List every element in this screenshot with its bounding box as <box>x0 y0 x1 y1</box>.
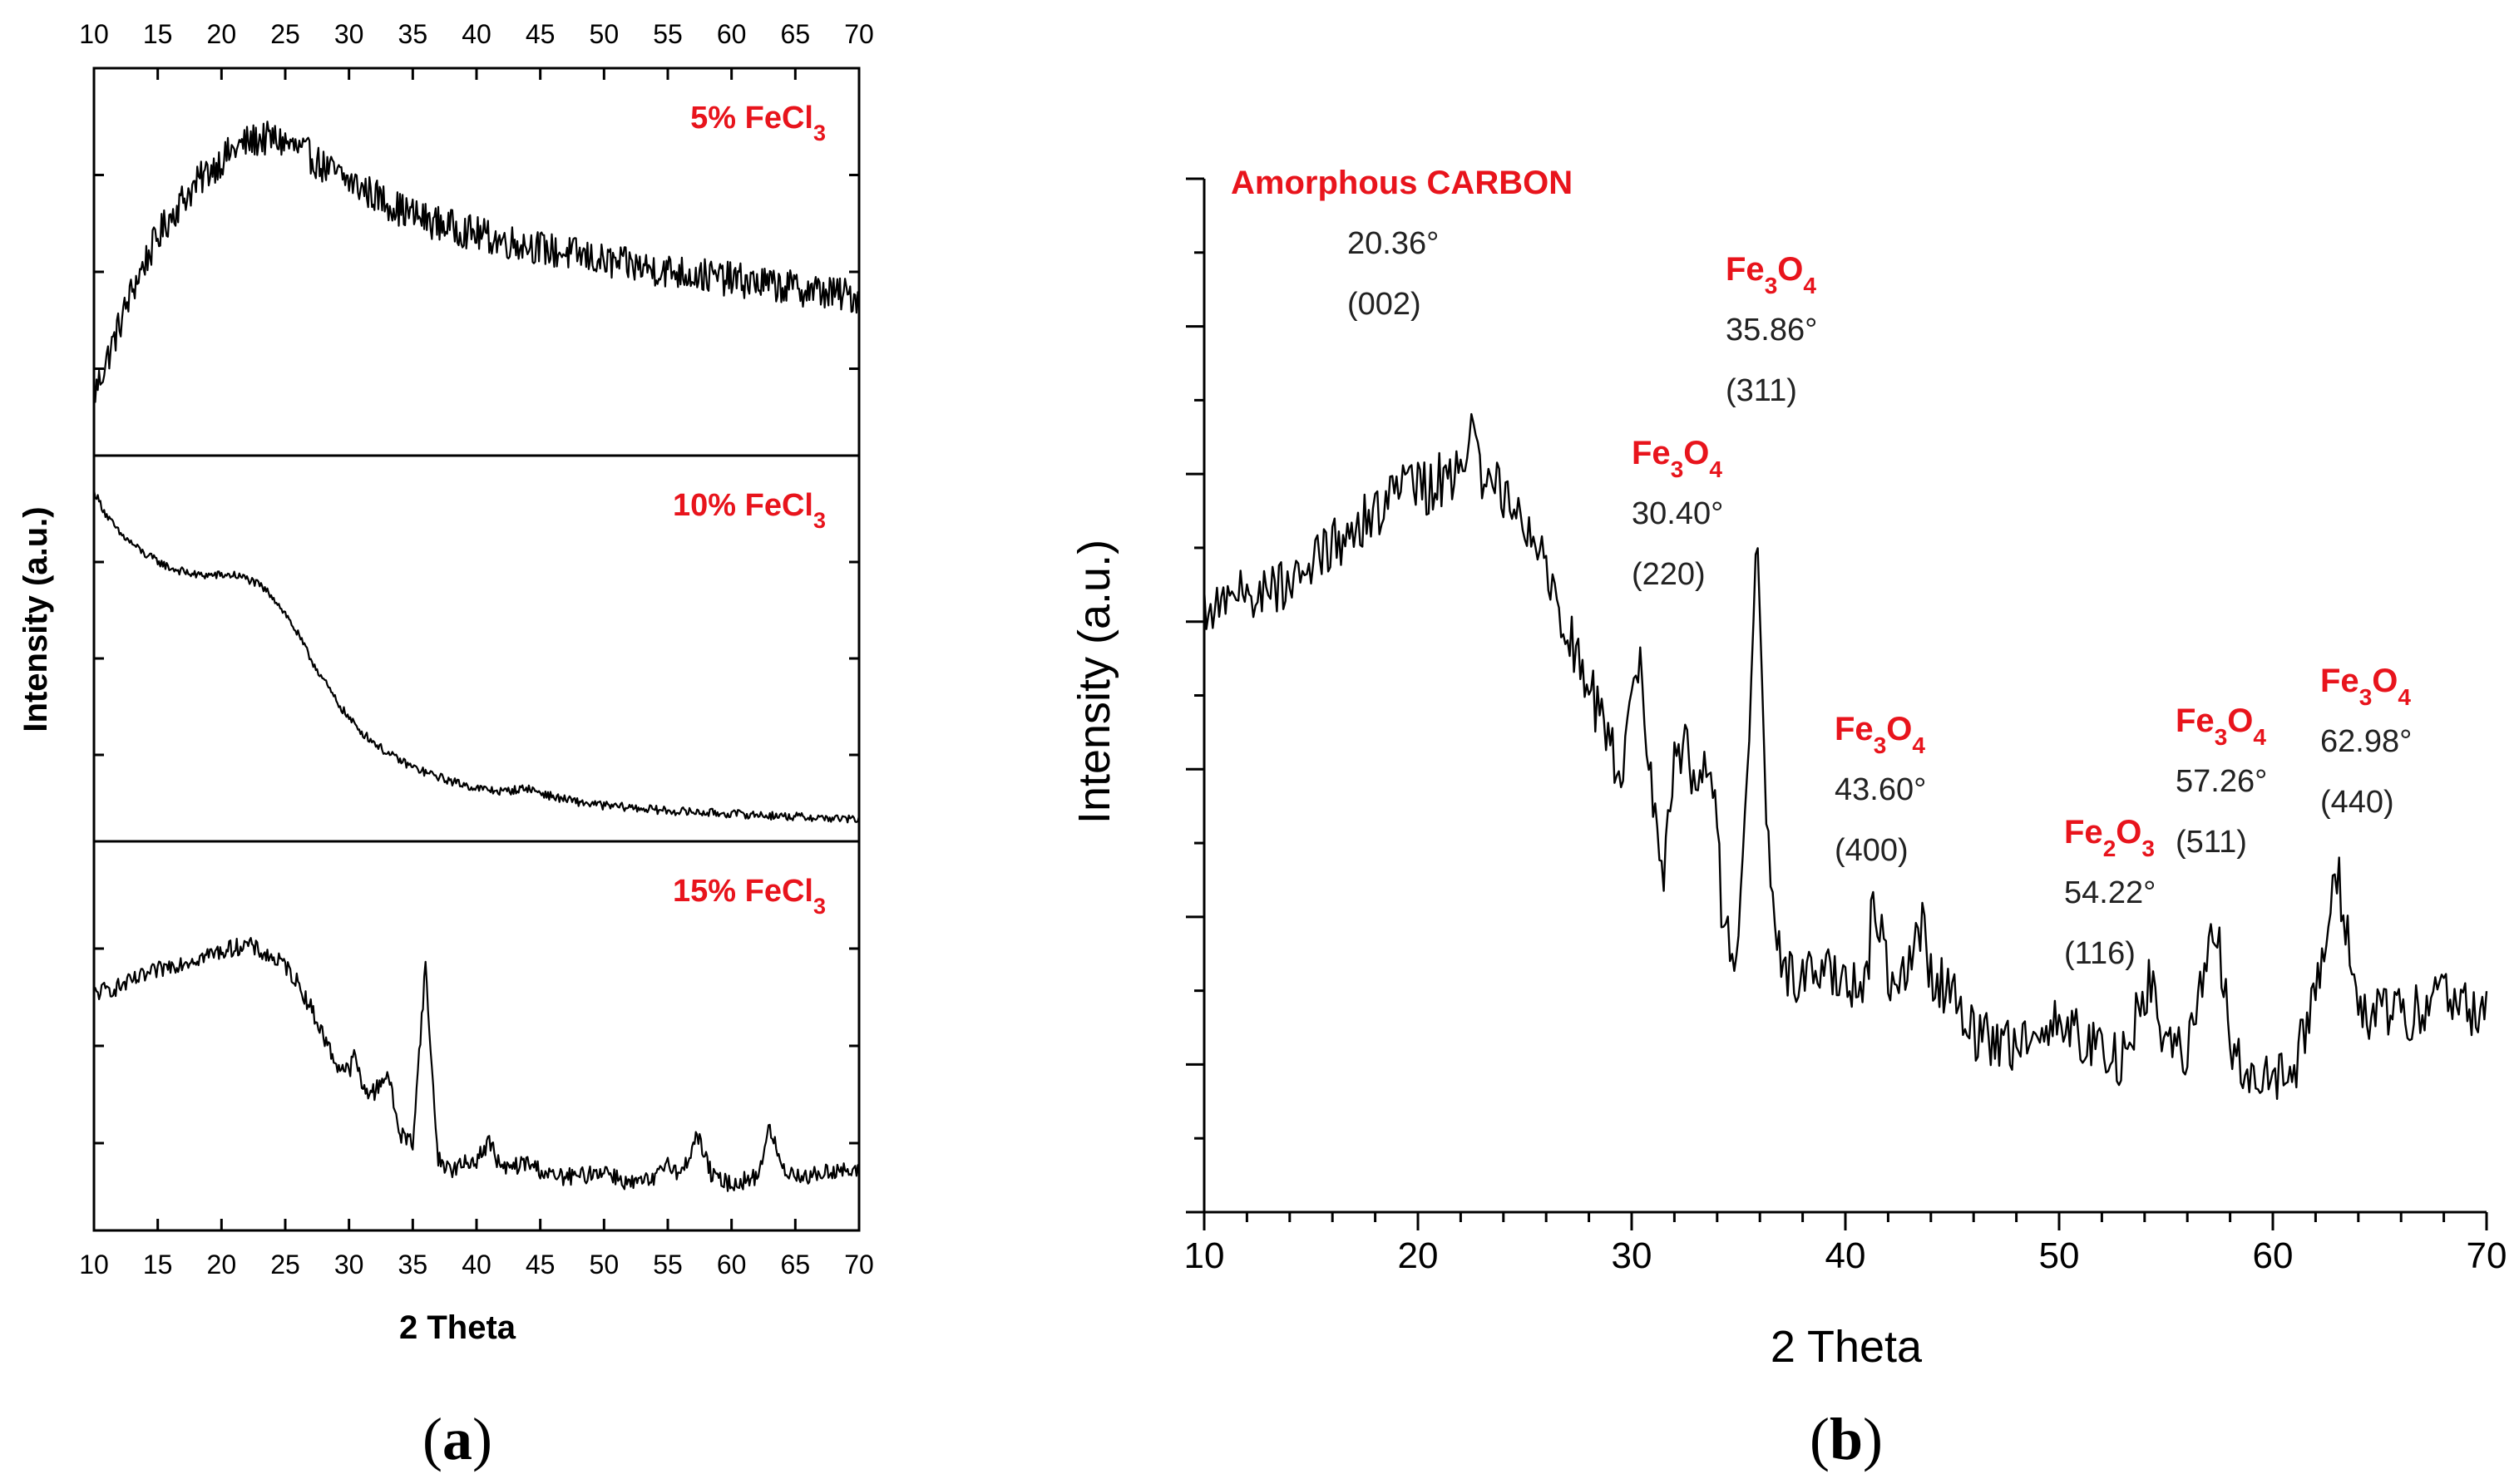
panel-a-top-x-tick-label: 45 <box>526 19 556 49</box>
panel-b-x-axis-label: 2 Theta <box>1771 1322 1923 1372</box>
peak-hkl-label-4: (400) <box>1835 833 1909 868</box>
peak-angle-label-3: 35.86° <box>1726 313 1817 348</box>
panel-a-curves <box>92 121 861 1192</box>
panel-a-labels: 5% FeCl3 10% FeCl3 15% FeCl3 <box>673 101 826 919</box>
panel-a-y-axis-label: Intensity (a.u.) <box>17 506 54 732</box>
peak-angle-label-2: 30.40° <box>1632 496 1723 531</box>
panel-a-bottom-x-tick-label: 15 <box>143 1250 173 1279</box>
panel-a-top-x-tick-label: 65 <box>781 19 811 49</box>
xrd-pattern-line <box>1203 412 2488 1100</box>
peak-phase-label-7: Fe3O4 <box>2320 663 2411 710</box>
peak-hkl-label-6: (511) <box>2176 825 2247 860</box>
panel-a-bottom-x-tick-label: 50 <box>590 1250 620 1279</box>
panel-a-top-x-tick-label: 60 <box>717 19 747 49</box>
panel-a-top-x-tick-label: 25 <box>270 19 300 49</box>
peak-phase-label-4: Fe3O4 <box>1835 711 1925 758</box>
panel-b-x-tick-label: 70 <box>2467 1235 2507 1276</box>
panel-a: 10 10 15 15 20 20 25 25 30 30 35 35 40 40 45 45 50 50 55 55… <box>17 19 874 1472</box>
panel-a-bottom-x-tick-label: 10 <box>79 1250 109 1279</box>
peak-phase-label-2: Fe3O4 <box>1632 435 1722 482</box>
panel-a-bottom-x-tick-label: 45 <box>526 1250 556 1279</box>
panel-a-top-x-tick-label: 70 <box>844 19 874 49</box>
series-line-2 <box>92 489 861 824</box>
panel-b: 10 20 30 40 50 60 70 Amorphous CARBON 20.36° (00… <box>1069 165 2507 1472</box>
panel-a-bottom-x-tick-label: 25 <box>270 1250 300 1279</box>
legend-label-1: 5% FeCl3 <box>690 101 826 145</box>
peak-angle-label-5: 54.22° <box>2064 875 2156 910</box>
panel-b-x-tick-label: 20 <box>1398 1235 1439 1276</box>
peak-angle-label-4: 43.60° <box>1835 772 1926 807</box>
panel-a-top-x-tick-label: 10 <box>79 19 109 49</box>
panel-a-bottom-x-tick-label: 55 <box>653 1250 683 1279</box>
peak-phase-label-3: Fe3O4 <box>1726 251 1816 298</box>
panel-a-bottom-x-tick-label: 20 <box>207 1250 237 1279</box>
series-line-3 <box>93 937 861 1192</box>
peak-phase-label-5: Fe2O3 <box>2064 814 2155 861</box>
panel-b-caption-label: (b) <box>1810 1406 1883 1472</box>
peak-angle-label-7: 62.98° <box>2320 724 2412 759</box>
panel-a-top-x-tick-label: 40 <box>462 19 491 49</box>
peak-hkl-label-1: (002) <box>1347 287 1421 322</box>
panel-a-bottom-x-tick-label: 40 <box>462 1250 491 1279</box>
panel-a-ticks: 10 10 15 15 20 20 25 25 30 30 35 35 40 40 45 45 50 50 55 55… <box>79 19 874 1279</box>
panel-b-x-tick-label: 10 <box>1184 1235 1225 1276</box>
panel-b-axes: 10 20 30 40 50 60 70 <box>1184 177 2507 1276</box>
panel-b-x-tick-label: 30 <box>1612 1235 1652 1276</box>
peak-hkl-label-2: (220) <box>1632 557 1706 592</box>
panel-a-bottom-x-tick-label: 65 <box>781 1250 811 1279</box>
peak-angle-label-6: 57.26° <box>2176 764 2267 799</box>
peak-phase-label-1: Amorphous CARBON <box>1231 165 1573 201</box>
panel-a-caption-label: (a) <box>422 1406 492 1472</box>
panel-a-bottom-x-tick-label: 30 <box>334 1250 364 1279</box>
legend-label-2: 10% FeCl3 <box>673 488 826 533</box>
legend-label-3: 15% FeCl3 <box>673 874 826 919</box>
panel-a-top-x-tick-label: 20 <box>207 19 237 49</box>
panel-a-top-x-tick-label: 50 <box>590 19 620 49</box>
panel-b-x-tick-label: 40 <box>1825 1235 1866 1276</box>
panel-a-x-axis-label: 2 Theta <box>399 1309 516 1346</box>
panel-b-curve <box>1203 412 2488 1100</box>
panel-a-bottom-x-tick-label: 70 <box>844 1250 874 1279</box>
panel-a-top-x-tick-label: 35 <box>398 19 428 49</box>
series-line-1 <box>92 121 861 403</box>
panel-a-top-x-tick-label: 15 <box>143 19 173 49</box>
panel-b-x-tick-label: 50 <box>2039 1235 2080 1276</box>
panel-b-annotations: Amorphous CARBON 20.36° (002) Fe3O4 30.40° (2… <box>1231 165 2412 971</box>
peak-hkl-label-7: (440) <box>2320 785 2394 820</box>
panel-b-x-tick-label: 60 <box>2253 1235 2294 1276</box>
panel-a-top-x-tick-label: 30 <box>334 19 364 49</box>
panel-a-top-x-tick-label: 55 <box>653 19 683 49</box>
panel-b-y-axis-label: Intensity (a.u.) <box>1069 540 1119 824</box>
peak-hkl-label-5: (116) <box>2064 936 2136 971</box>
peak-angle-label-1: 20.36° <box>1347 226 1439 261</box>
panel-a-bottom-x-tick-label: 35 <box>398 1250 428 1279</box>
peak-phase-label-6: Fe3O4 <box>2176 703 2266 750</box>
panel-a-bottom-x-tick-label: 60 <box>717 1250 747 1279</box>
peak-hkl-label-3: (311) <box>1726 373 1797 408</box>
